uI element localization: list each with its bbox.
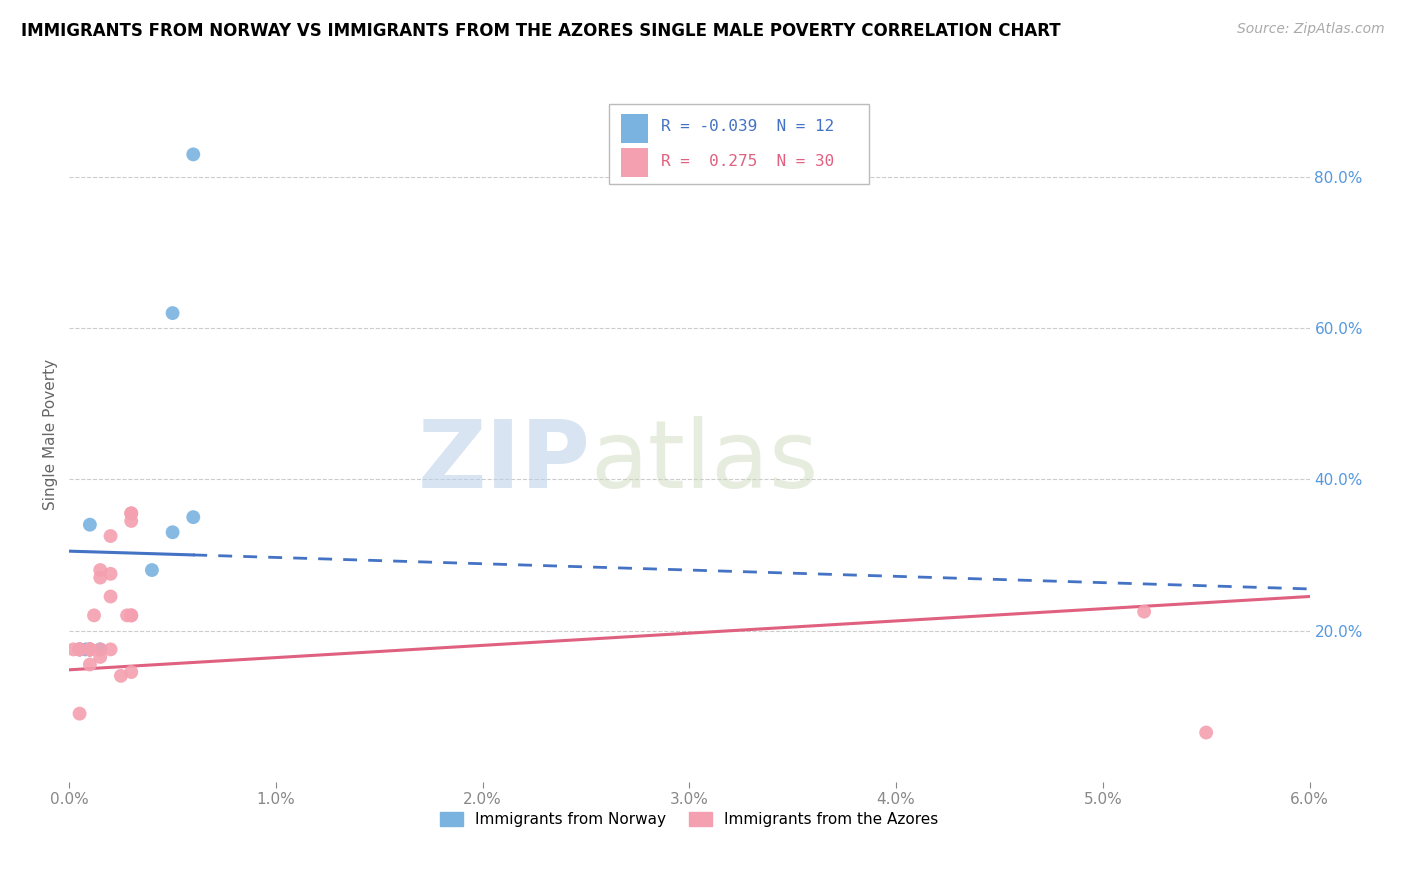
Point [89,642,111,657]
Point [69,642,91,657]
Text: ZIP: ZIP [418,416,591,508]
Point [1133,605,1156,619]
Point [181,510,204,524]
Point [69,642,91,657]
FancyBboxPatch shape [621,114,648,144]
Point [79,642,101,657]
Point [89,563,111,577]
Point [79,642,101,657]
Text: IMMIGRANTS FROM NORWAY VS IMMIGRANTS FROM THE AZORES SINGLE MALE POVERTY CORRELA: IMMIGRANTS FROM NORWAY VS IMMIGRANTS FRO… [21,22,1060,40]
Point [100,566,122,581]
Point [79,642,101,657]
Point [79,642,101,657]
Text: R =  0.275  N = 30: R = 0.275 N = 30 [661,154,834,169]
Point [115,608,138,623]
Point [69,642,91,657]
Point [120,514,142,528]
Point [120,608,142,623]
Point [79,517,101,532]
Point [69,642,91,657]
Point [89,642,111,657]
Point [79,642,101,657]
FancyBboxPatch shape [609,103,869,184]
Point [162,525,184,540]
Point [100,590,122,604]
Point [89,649,111,664]
Text: R = -0.039  N = 12: R = -0.039 N = 12 [661,120,834,134]
Point [75,642,97,657]
Point [1195,725,1218,739]
Point [162,306,184,320]
Legend: Immigrants from Norway, Immigrants from the Azores: Immigrants from Norway, Immigrants from … [434,805,945,833]
Point [110,669,132,683]
Point [79,642,101,657]
Point [69,706,91,721]
Point [120,507,142,521]
Text: Source: ZipAtlas.com: Source: ZipAtlas.com [1237,22,1385,37]
Point [120,665,142,679]
FancyBboxPatch shape [621,147,648,177]
Point [120,507,142,521]
Point [79,657,101,672]
Point [181,147,204,161]
Point [62,642,84,657]
Point [100,642,122,657]
Text: atlas: atlas [591,416,818,508]
Point [83,608,105,623]
Point [120,608,142,623]
Point [141,563,163,577]
Point [100,529,122,543]
Y-axis label: Single Male Poverty: Single Male Poverty [44,359,58,509]
Point [89,571,111,585]
Point [69,642,91,657]
Point [79,642,101,657]
